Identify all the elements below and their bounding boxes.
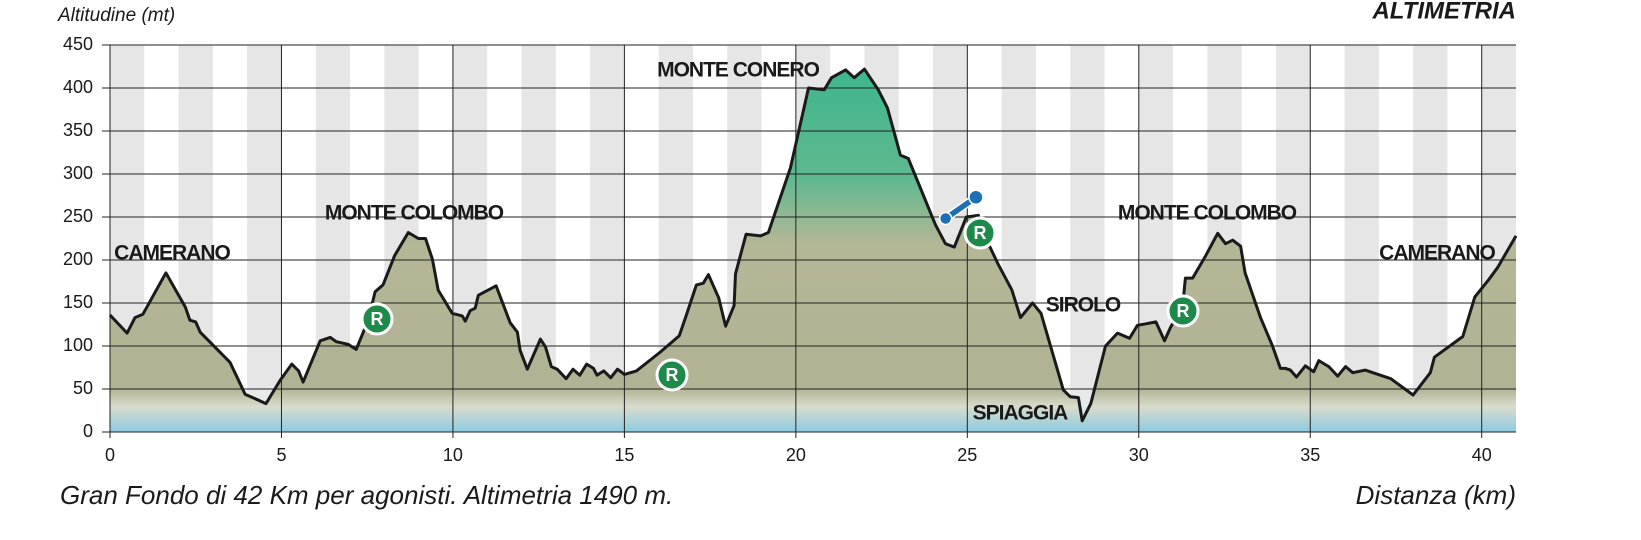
place-label: SIROLO	[1046, 294, 1121, 317]
y-tick-label: 0	[83, 421, 93, 441]
wrench-head	[938, 211, 953, 226]
y-tick-label: 400	[63, 77, 93, 97]
y-tick-label: 250	[63, 206, 93, 226]
place-label: MONTE CONERO	[657, 59, 820, 82]
profile-line	[108, 67, 1518, 423]
y-tick-label: 50	[73, 378, 93, 398]
rest-stop-icon	[1166, 294, 1200, 328]
x-tick-label: 30	[1129, 445, 1149, 465]
x-tick-label: 10	[443, 445, 463, 465]
y-tick-label: 300	[63, 163, 93, 183]
rest-stop-icon	[360, 302, 394, 336]
rest-stop-label: R	[1177, 301, 1190, 321]
rest-stop-icon	[963, 216, 997, 250]
rest-stop-label: R	[666, 365, 679, 385]
y-tick-label: 450	[63, 34, 93, 54]
rest-stop-icon	[655, 358, 689, 392]
x-tick-label: 35	[1300, 445, 1320, 465]
wrench-head	[968, 189, 984, 205]
y-axis-label: Altitudine (mt)	[57, 5, 175, 26]
x-tick-label: 15	[614, 445, 634, 465]
x-tick-label: 40	[1472, 445, 1492, 465]
y-tick-label: 150	[63, 292, 93, 312]
y-tick-label: 200	[63, 249, 93, 269]
y-tick-label: 100	[63, 335, 93, 355]
x-axis-label: Distanza (km)	[1356, 480, 1516, 510]
stripe	[1344, 45, 1379, 432]
stripe	[247, 45, 282, 432]
x-tick-label: 0	[105, 445, 115, 465]
place-label: CAMERANO	[114, 242, 230, 265]
x-tick-label: 25	[957, 445, 977, 465]
stripe	[590, 45, 625, 432]
x-tick-label: 5	[276, 445, 286, 465]
x-tick-label: 20	[786, 445, 806, 465]
place-label: MONTE COLOMBO	[1118, 202, 1297, 225]
y-tick-label: 350	[63, 120, 93, 140]
rest-stop-label: R	[371, 309, 384, 329]
place-label: SPIAGGIA	[973, 402, 1069, 425]
place-label: MONTE COLOMBO	[325, 202, 504, 225]
rest-stop-label: R	[974, 223, 987, 243]
subtitle: Gran Fondo di 42 Km per agonisti. Altime…	[60, 480, 673, 510]
chart-title: ALTIMETRIA	[1371, 0, 1516, 24]
place-label: CAMERANO	[1379, 242, 1495, 265]
wrench-icon	[938, 189, 984, 226]
